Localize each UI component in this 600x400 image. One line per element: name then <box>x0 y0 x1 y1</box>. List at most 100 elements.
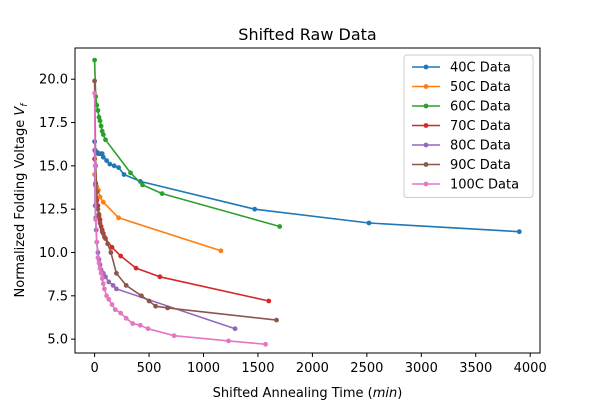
legend-item: 90C Data <box>412 158 511 173</box>
legend-label: 40C Data <box>450 61 511 76</box>
data-point <box>116 215 121 221</box>
x-tick-label: 3500 <box>459 361 492 376</box>
y-tick-label: 15.0 <box>39 159 68 174</box>
x-tick-label: 0 <box>90 361 98 376</box>
y-tick-label: 17.5 <box>39 116 68 131</box>
series-40c-data <box>92 139 522 235</box>
data-point <box>100 132 106 138</box>
data-point <box>100 281 106 287</box>
y-axis-label: Normalized Folding Voltage Vf <box>13 102 30 298</box>
x-tick-label: 500 <box>137 361 162 376</box>
plot-series <box>92 57 522 347</box>
data-point <box>92 57 97 63</box>
data-point <box>153 303 159 309</box>
data-point <box>232 326 238 332</box>
data-point <box>105 241 111 247</box>
data-point <box>99 229 105 235</box>
legend-swatch-marker <box>423 84 429 89</box>
data-point <box>97 118 103 124</box>
data-point <box>139 293 144 299</box>
x-tick-labels: 0 500 1000 1500 2000 2500 3000 3500 4000 <box>90 361 546 376</box>
legend-label: 60C Data <box>450 100 511 115</box>
data-point <box>102 286 107 292</box>
y-tick-labels: 5.0 7.5 10.0 12.5 15.0 17.5 20.0 <box>39 73 68 348</box>
data-point <box>133 265 139 271</box>
data-point <box>145 326 151 332</box>
legend-label: 100C Data <box>450 178 519 193</box>
legend-swatch-marker <box>423 181 429 187</box>
data-point <box>108 250 114 255</box>
legend: 40C Data 50C Data 60C Data 70C Data 80C Data… <box>403 54 534 198</box>
data-point <box>96 213 102 219</box>
data-point <box>95 108 101 113</box>
series-50c-data <box>92 172 224 254</box>
data-point <box>103 137 108 143</box>
data-point <box>92 163 98 169</box>
data-point <box>516 229 522 235</box>
data-point <box>121 172 127 177</box>
data-point <box>94 239 100 245</box>
y-tick-label: 10.0 <box>39 246 68 261</box>
y-tick-label: 20.0 <box>39 73 68 88</box>
data-point <box>110 283 116 288</box>
legend-swatch-marker <box>423 123 429 128</box>
data-point <box>100 199 106 205</box>
x-tick-label: 1000 <box>187 361 220 376</box>
data-point <box>97 265 103 271</box>
data-point <box>104 293 109 299</box>
data-point <box>274 317 279 323</box>
chart-title: Shifted Raw Data <box>238 25 376 44</box>
data-point <box>159 191 165 197</box>
data-point <box>123 283 129 288</box>
y-tick-label: 7.5 <box>47 289 68 304</box>
legend-item: 40C Data <box>412 61 511 76</box>
series-70c-data <box>92 156 272 304</box>
data-point <box>92 78 97 84</box>
data-point <box>95 255 101 261</box>
data-point <box>99 276 105 281</box>
legend-label: 90C Data <box>450 158 511 173</box>
data-point <box>106 296 112 302</box>
data-point <box>118 253 124 259</box>
data-point <box>98 123 104 129</box>
data-point <box>116 165 121 171</box>
data-point <box>366 220 372 226</box>
data-point <box>146 298 152 304</box>
data-point <box>114 270 119 276</box>
legend-swatch-marker <box>423 103 429 109</box>
x-tick-label: 4000 <box>514 361 547 376</box>
legend-swatch-marker <box>423 64 429 70</box>
data-point <box>277 224 283 229</box>
x-tick-label: 1500 <box>241 361 274 376</box>
data-point <box>171 333 177 339</box>
data-point <box>109 302 115 307</box>
legend-label: 50C Data <box>450 80 511 95</box>
data-point <box>266 298 272 304</box>
series-60c-data <box>92 57 283 229</box>
data-point <box>97 194 103 200</box>
legend-box <box>403 54 534 198</box>
data-point <box>226 338 231 344</box>
legend-item: 60C Data <box>412 100 511 115</box>
data-point <box>165 305 171 311</box>
data-point <box>112 307 118 313</box>
tick-marks <box>71 78 531 357</box>
data-point <box>157 274 163 280</box>
legend-item: 100C Data <box>412 178 519 193</box>
x-tick-label: 2000 <box>296 361 329 376</box>
legend-item: 80C Data <box>412 139 511 154</box>
data-point <box>104 158 109 164</box>
data-point <box>106 279 112 285</box>
data-point <box>114 286 119 292</box>
data-point <box>95 206 101 212</box>
data-point <box>218 248 224 254</box>
series-100c-data <box>92 90 268 347</box>
data-point <box>107 161 113 167</box>
data-point <box>263 341 268 347</box>
data-point <box>96 260 102 266</box>
data-point <box>137 322 143 328</box>
plot-frame <box>74 47 541 354</box>
data-point <box>100 154 106 160</box>
x-axis-label: Shifted Annealing Time (min) <box>213 386 403 400</box>
